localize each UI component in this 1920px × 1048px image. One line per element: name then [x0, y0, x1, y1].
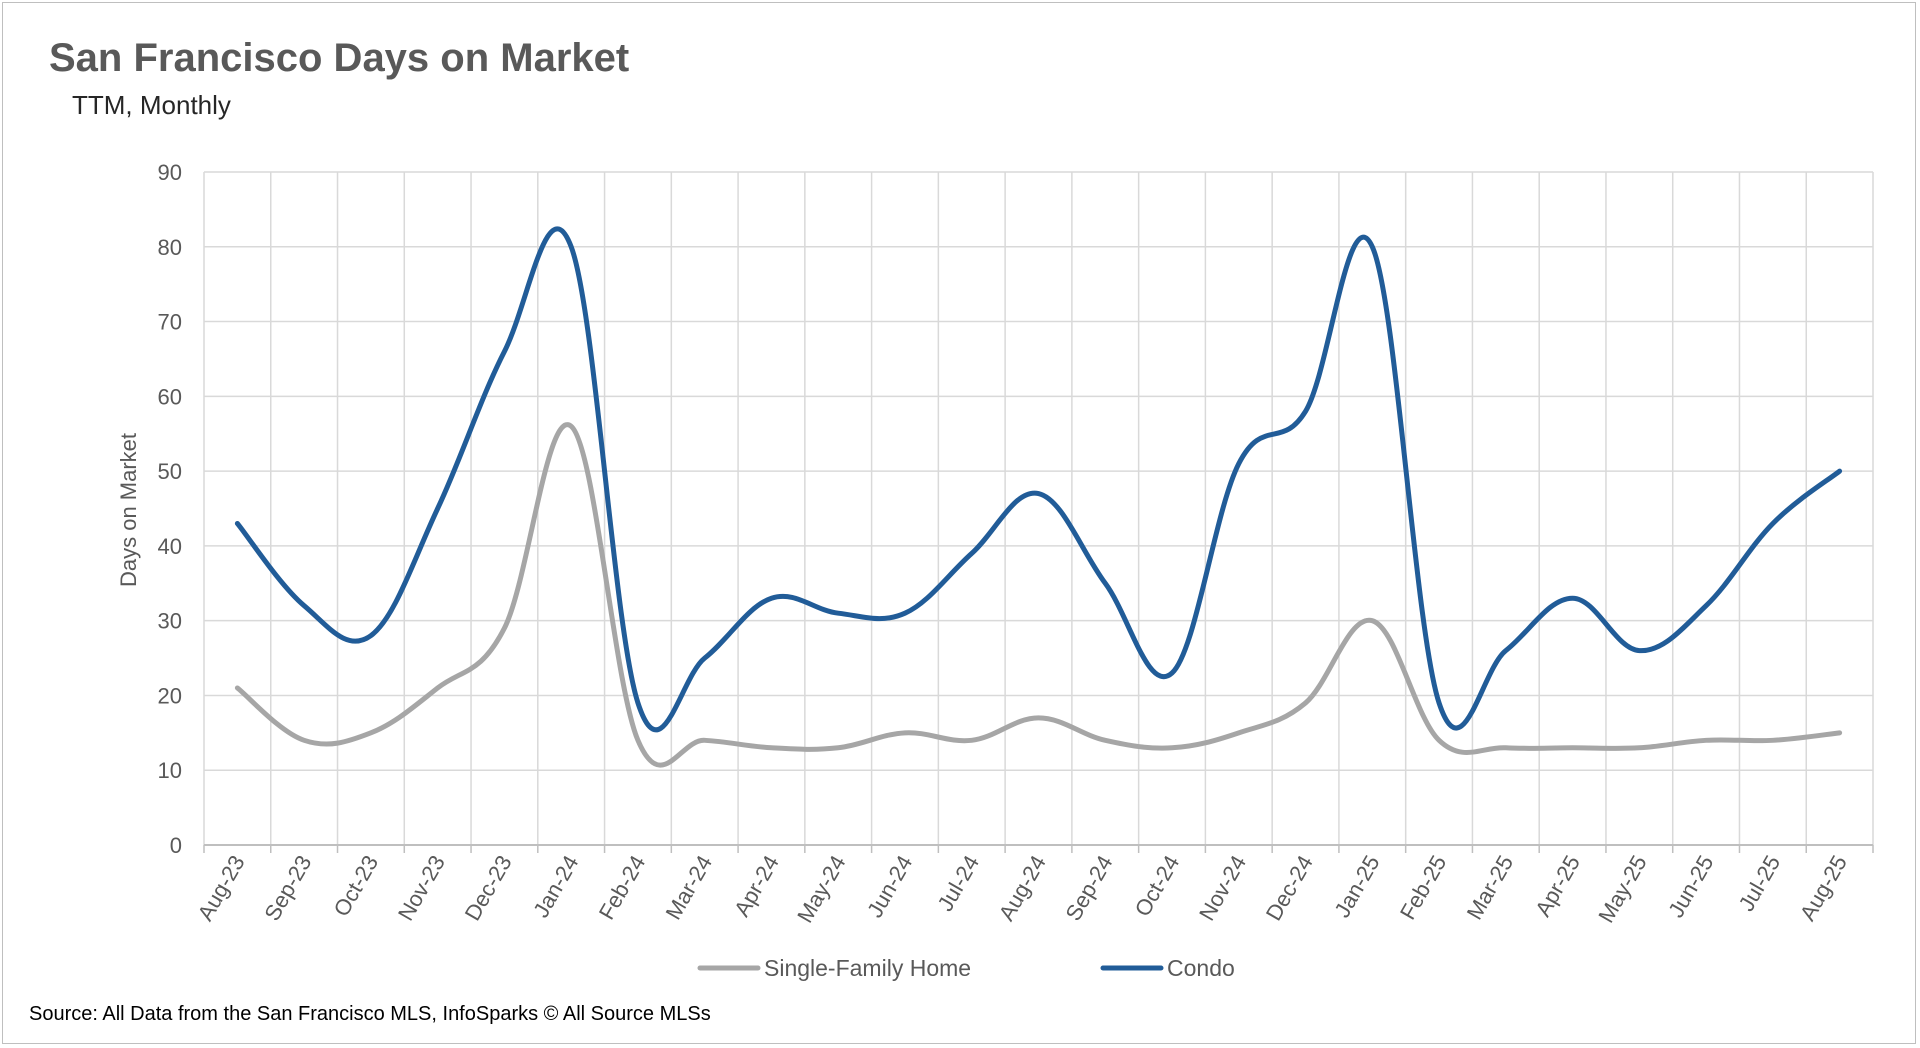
chart-title: San Francisco Days on Market: [49, 36, 630, 80]
y-axis-ticks: 0 10 20 30 40 50 60 70 80 90: [158, 160, 182, 858]
x-tick-label: Jul-24: [932, 851, 984, 915]
y-tick-label: 40: [158, 534, 182, 559]
series-line-single-family-home: [234, 422, 1843, 768]
x-tick-label: Jun-24: [862, 851, 917, 922]
x-tick-label: Nov-23: [393, 851, 450, 925]
x-tick-label: Sep-24: [1060, 851, 1117, 925]
series-line-condo: [234, 226, 1843, 733]
x-tick-label: Aug-25: [1795, 851, 1852, 925]
x-tick-label: Apr-24: [729, 851, 784, 921]
x-tick-label: Aug-23: [193, 851, 250, 925]
x-tick-label: Dec-23: [460, 851, 517, 925]
y-tick-label: 30: [158, 609, 182, 634]
x-tick-label: Feb-24: [594, 851, 651, 924]
y-tick-label: 10: [158, 758, 182, 783]
y-tick-label: 70: [158, 310, 182, 335]
y-tick-label: 60: [158, 384, 182, 409]
y-tick-label: 20: [158, 683, 182, 708]
x-tick-label: Oct-24: [1130, 851, 1185, 921]
x-tick-label: Aug-24: [994, 851, 1051, 925]
x-tick-label: May-24: [792, 851, 850, 927]
chart-subtitle: TTM, Monthly: [72, 90, 231, 120]
x-tick-label: Feb-25: [1395, 851, 1452, 924]
x-tick-label: Jul-25: [1734, 851, 1786, 915]
series-lines: [234, 226, 1843, 768]
x-tick-label: Nov-24: [1194, 851, 1251, 925]
x-tick-label: Jan-24: [528, 851, 583, 922]
y-tick-label: 80: [158, 235, 182, 260]
y-axis-title: Days on Market: [116, 433, 141, 587]
gridlines: [203, 171, 1874, 853]
x-tick-label: Mar-25: [1462, 851, 1518, 924]
x-tick-label: May-25: [1593, 851, 1651, 927]
y-tick-label: 50: [158, 459, 182, 484]
x-tick-label: Jun-25: [1663, 851, 1718, 922]
x-tick-label: Oct-23: [329, 851, 384, 921]
legend-label: Single-Family Home: [764, 955, 971, 981]
x-tick-label: Dec-24: [1261, 851, 1318, 925]
x-tick-label: Jan-25: [1329, 851, 1384, 922]
legend-label: Condo: [1167, 955, 1235, 981]
x-tick-label: Apr-25: [1530, 851, 1585, 921]
x-axis-ticks: Aug-23 Sep-23 Oct-23 Nov-23 Dec-23 Jan-24 Feb-…: [193, 851, 1852, 927]
x-tick-label: Mar-24: [661, 851, 717, 924]
x-tick-label: Sep-23: [259, 851, 316, 925]
y-tick-label: 90: [158, 160, 182, 185]
source-note: Source: All Data from the San Francisco …: [29, 1003, 711, 1025]
y-tick-label: 0: [170, 833, 182, 858]
legend: Single-Family Home Condo: [697, 955, 1235, 981]
